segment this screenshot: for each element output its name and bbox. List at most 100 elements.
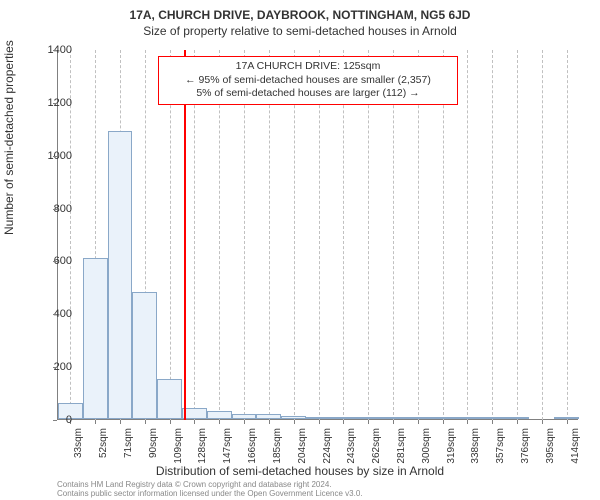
histogram-bar [381,417,406,419]
x-tick-label: 414sqm [570,428,581,478]
x-tick-label: 128sqm [197,428,208,478]
y-tick-mark [53,209,57,210]
y-tick-mark [53,261,57,262]
grid-line [443,50,444,420]
grid-line [492,50,493,420]
x-tick-mark [145,420,146,424]
x-tick-mark [343,420,344,424]
histogram-bar [232,414,257,419]
x-tick-label: 395sqm [545,428,556,478]
x-tick-mark [244,420,245,424]
histogram-bar [480,417,505,419]
grid-line [567,50,568,420]
grid-line [517,50,518,420]
grid-line [269,50,270,420]
histogram-bar [405,417,430,419]
histogram-bar [306,417,331,419]
histogram-bar [505,417,530,419]
info-box-line: 17A CHURCH DRIVE: 125sqm [165,60,451,74]
x-tick-mark [443,420,444,424]
grid-line [393,50,394,420]
histogram-bar [157,379,182,419]
x-tick-mark [219,420,220,424]
info-box-line: ← 95% of semi-detached houses are smalle… [165,74,451,88]
x-tick-mark [517,420,518,424]
y-tick-mark [53,420,57,421]
histogram-bar [554,417,579,419]
x-tick-label: 243sqm [346,428,357,478]
x-tick-mark [467,420,468,424]
y-tick-mark [53,103,57,104]
grid-line [219,50,220,420]
chart-subtitle: Size of property relative to semi-detach… [0,22,600,38]
y-tick-label: 0 [32,414,72,426]
y-tick-label: 400 [32,308,72,320]
x-tick-mark [194,420,195,424]
histogram-bar [132,292,157,419]
x-tick-label: 52sqm [98,428,109,478]
x-tick-mark [418,420,419,424]
x-tick-mark [567,420,568,424]
y-tick-label: 1000 [32,150,72,162]
y-tick-mark [53,314,57,315]
x-tick-mark [393,420,394,424]
histogram-bar [356,417,381,419]
grid-line [244,50,245,420]
histogram-bar [281,416,306,419]
grid-line [368,50,369,420]
x-tick-label: 166sqm [247,428,258,478]
histogram-bar [83,258,108,419]
grid-line [343,50,344,420]
x-tick-mark [120,420,121,424]
x-tick-mark [170,420,171,424]
histogram-bar [207,411,232,419]
x-tick-label: 338sqm [470,428,481,478]
x-tick-label: 319sqm [446,428,457,478]
grid-line [542,50,543,420]
y-tick-label: 1400 [32,44,72,56]
y-axis-label: Number of semi-detached properties [2,40,16,235]
x-tick-label: 300sqm [421,428,432,478]
x-tick-mark [542,420,543,424]
x-tick-label: 204sqm [297,428,308,478]
y-tick-label: 200 [32,361,72,373]
attribution-footer: Contains HM Land Registry data © Crown c… [57,480,363,498]
x-tick-mark [269,420,270,424]
x-tick-label: 262sqm [371,428,382,478]
x-tick-label: 109sqm [173,428,184,478]
grid-line [319,50,320,420]
info-box-line: 5% of semi-detached houses are larger (1… [165,87,451,101]
plot-canvas: 17A CHURCH DRIVE: 125sqm← 95% of semi-de… [57,50,578,420]
y-tick-mark [53,50,57,51]
footer-line-2: Contains public sector information licen… [57,489,363,498]
grid-line [170,50,171,420]
histogram-bar [256,414,281,419]
y-tick-label: 1200 [32,97,72,109]
chart-container: 17A, CHURCH DRIVE, DAYBROOK, NOTTINGHAM,… [0,0,600,500]
x-tick-label: 224sqm [322,428,333,478]
histogram-bar [455,417,480,419]
grid-line [294,50,295,420]
x-tick-label: 376sqm [520,428,531,478]
footer-line-1: Contains HM Land Registry data © Crown c… [57,480,363,489]
x-tick-mark [492,420,493,424]
x-tick-label: 33sqm [73,428,84,478]
x-tick-label: 281sqm [396,428,407,478]
grid-line [467,50,468,420]
x-tick-mark [294,420,295,424]
x-tick-label: 357sqm [495,428,506,478]
y-tick-label: 800 [32,203,72,215]
x-tick-mark [319,420,320,424]
x-tick-mark [368,420,369,424]
plot-area: 17A CHURCH DRIVE: 125sqm← 95% of semi-de… [57,50,578,420]
x-tick-label: 90sqm [148,428,159,478]
x-tick-label: 185sqm [272,428,283,478]
x-tick-label: 147sqm [222,428,233,478]
x-tick-label: 71sqm [123,428,134,478]
property-marker-line [184,50,186,420]
histogram-bar [108,131,133,419]
grid-line [194,50,195,420]
property-info-box: 17A CHURCH DRIVE: 125sqm← 95% of semi-de… [158,56,458,105]
chart-title: 17A, CHURCH DRIVE, DAYBROOK, NOTTINGHAM,… [0,0,600,22]
x-tick-mark [95,420,96,424]
